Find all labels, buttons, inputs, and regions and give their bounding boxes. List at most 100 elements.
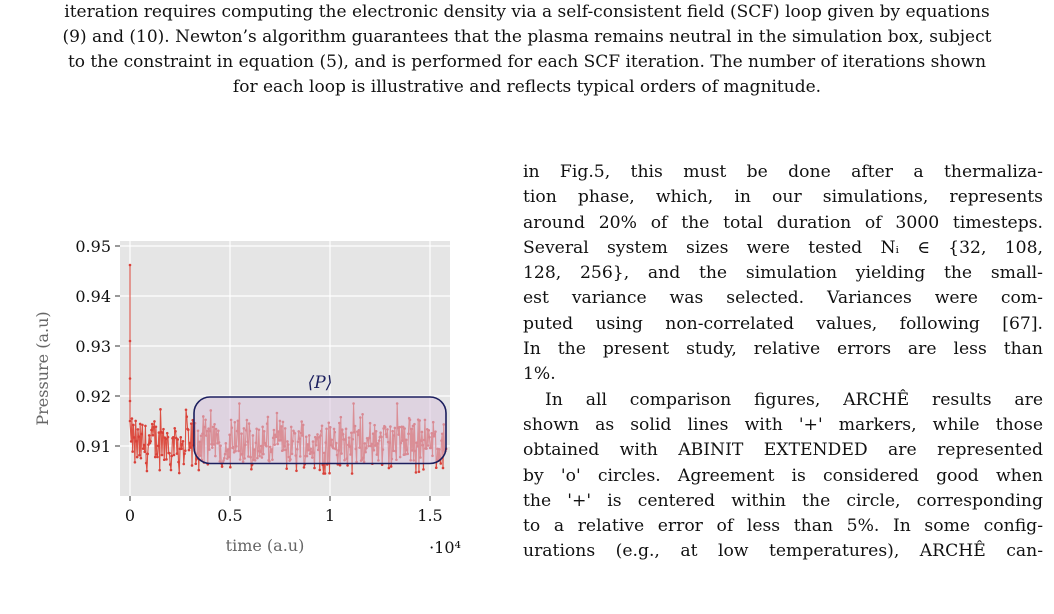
data-point — [186, 428, 190, 432]
data-point — [180, 447, 183, 451]
data-point — [172, 453, 176, 457]
mean-pressure-annotation: ⟨P⟩ — [193, 373, 447, 465]
data-point — [150, 422, 154, 426]
data-point — [417, 470, 421, 474]
y-tick-label: 0.94 — [75, 287, 111, 306]
data-point — [128, 339, 132, 343]
x-tick-label: 0 — [125, 506, 135, 525]
data-point — [434, 466, 438, 470]
data-point — [164, 437, 168, 441]
data-point — [132, 423, 135, 427]
pressure-chart: ⟨P⟩ 0.91 0.92 0.93 0.94 0.95 0 0.5 1 1.5 time (a.… — [33, 237, 461, 557]
data-point — [131, 450, 134, 453]
text-line: tion phase, which, in our simulations, r… — [523, 187, 1043, 208]
data-point — [170, 454, 174, 458]
data-point — [166, 435, 170, 439]
data-point — [153, 420, 156, 423]
data-point — [185, 415, 189, 419]
data-point — [250, 467, 253, 471]
text-line: in Fig.5, this must be done after a ther… — [523, 162, 1043, 182]
data-point — [190, 464, 194, 467]
data-point — [187, 448, 191, 452]
data-point — [171, 436, 175, 439]
data-point — [441, 466, 445, 470]
data-point — [142, 443, 146, 447]
data-point — [128, 399, 132, 403]
data-point — [159, 408, 162, 411]
x-tick-label: 1 — [325, 506, 335, 525]
x-axis-label: time (a.u) — [226, 536, 305, 555]
data-point — [184, 408, 188, 412]
text-line: est variance was selected. Variances wer… — [523, 288, 1043, 309]
data-point — [156, 444, 160, 448]
body-text: in Fig.5, this must be done after a ther… — [523, 160, 1043, 565]
data-point — [189, 422, 193, 425]
y-tick-label: 0.95 — [75, 237, 111, 256]
text-line: shown as solid lines with '+' markers, w… — [523, 414, 1043, 435]
data-point — [141, 423, 144, 427]
x-tick-label: 1.5 — [417, 506, 442, 525]
data-point — [188, 441, 192, 445]
data-point — [181, 439, 185, 443]
data-point — [302, 466, 306, 469]
text-line: In all comparison figures, ARCHÊ results… — [545, 389, 1043, 410]
data-point — [168, 463, 172, 466]
data-point — [175, 452, 179, 455]
data-point — [177, 460, 180, 464]
x-tick-label: 0.5 — [217, 506, 242, 525]
data-point — [295, 469, 298, 473]
data-point — [145, 469, 149, 473]
data-point — [143, 450, 146, 454]
data-point — [147, 434, 151, 437]
data-point — [138, 422, 142, 426]
pressure-figure: ⟨P⟩ 0.91 0.92 0.93 0.94 0.95 0 0.5 1 1.5 time (a.… — [0, 230, 500, 610]
data-point — [180, 442, 184, 446]
data-point — [318, 468, 322, 472]
data-point — [128, 419, 132, 423]
data-point — [156, 455, 159, 459]
data-point — [389, 465, 393, 468]
data-point — [189, 446, 192, 449]
data-point — [140, 432, 143, 436]
caption-line: iteration requires computing the electro… — [64, 2, 990, 22]
data-point — [220, 465, 224, 468]
data-point — [387, 466, 391, 470]
text-line: the '+' is centered within the circle, c… — [523, 490, 1043, 511]
caption-line: for each loop is illustrative and reflec… — [232, 77, 822, 97]
data-point — [176, 438, 180, 441]
data-point — [161, 431, 165, 435]
text-line: around 20% of the total duration of 3000… — [523, 212, 1043, 233]
data-point — [151, 433, 155, 437]
data-point — [130, 417, 134, 420]
y-tick-label: 0.93 — [75, 337, 111, 356]
data-point — [174, 430, 177, 433]
text-line: urations (e.g., at low temperatures), AR… — [523, 541, 1043, 562]
text-line: Several system sizes were tested Nᵢ ∈ {3… — [523, 237, 1043, 258]
data-point — [338, 463, 342, 467]
data-point — [146, 452, 149, 456]
grid-lines — [120, 241, 450, 496]
data-point — [152, 425, 155, 429]
data-point — [195, 457, 198, 461]
data-point — [422, 468, 425, 471]
data-point — [134, 419, 137, 423]
data-point — [133, 461, 137, 464]
data-point — [439, 462, 443, 465]
data-point — [128, 263, 132, 267]
figure-caption: iteration requires computing the electro… — [0, 0, 1054, 100]
data-point — [328, 471, 331, 475]
caption-line: to the constraint in equation (5), and i… — [67, 52, 987, 72]
data-point — [141, 447, 145, 450]
caption-line: (9) and (10). Newton’s algorithm guarant… — [62, 27, 992, 47]
data-point — [135, 455, 139, 459]
text-line: by 'o' circles. Agreement is considered … — [523, 465, 1043, 486]
y-tick-label: 0.91 — [75, 437, 111, 456]
data-point — [173, 426, 177, 430]
data-point — [129, 440, 133, 443]
data-point — [128, 377, 132, 380]
data-point — [194, 462, 198, 466]
data-point — [179, 435, 183, 439]
data-point — [160, 453, 164, 457]
data-point — [150, 428, 153, 432]
y-axis-label: Pressure (a.u) — [33, 311, 52, 425]
